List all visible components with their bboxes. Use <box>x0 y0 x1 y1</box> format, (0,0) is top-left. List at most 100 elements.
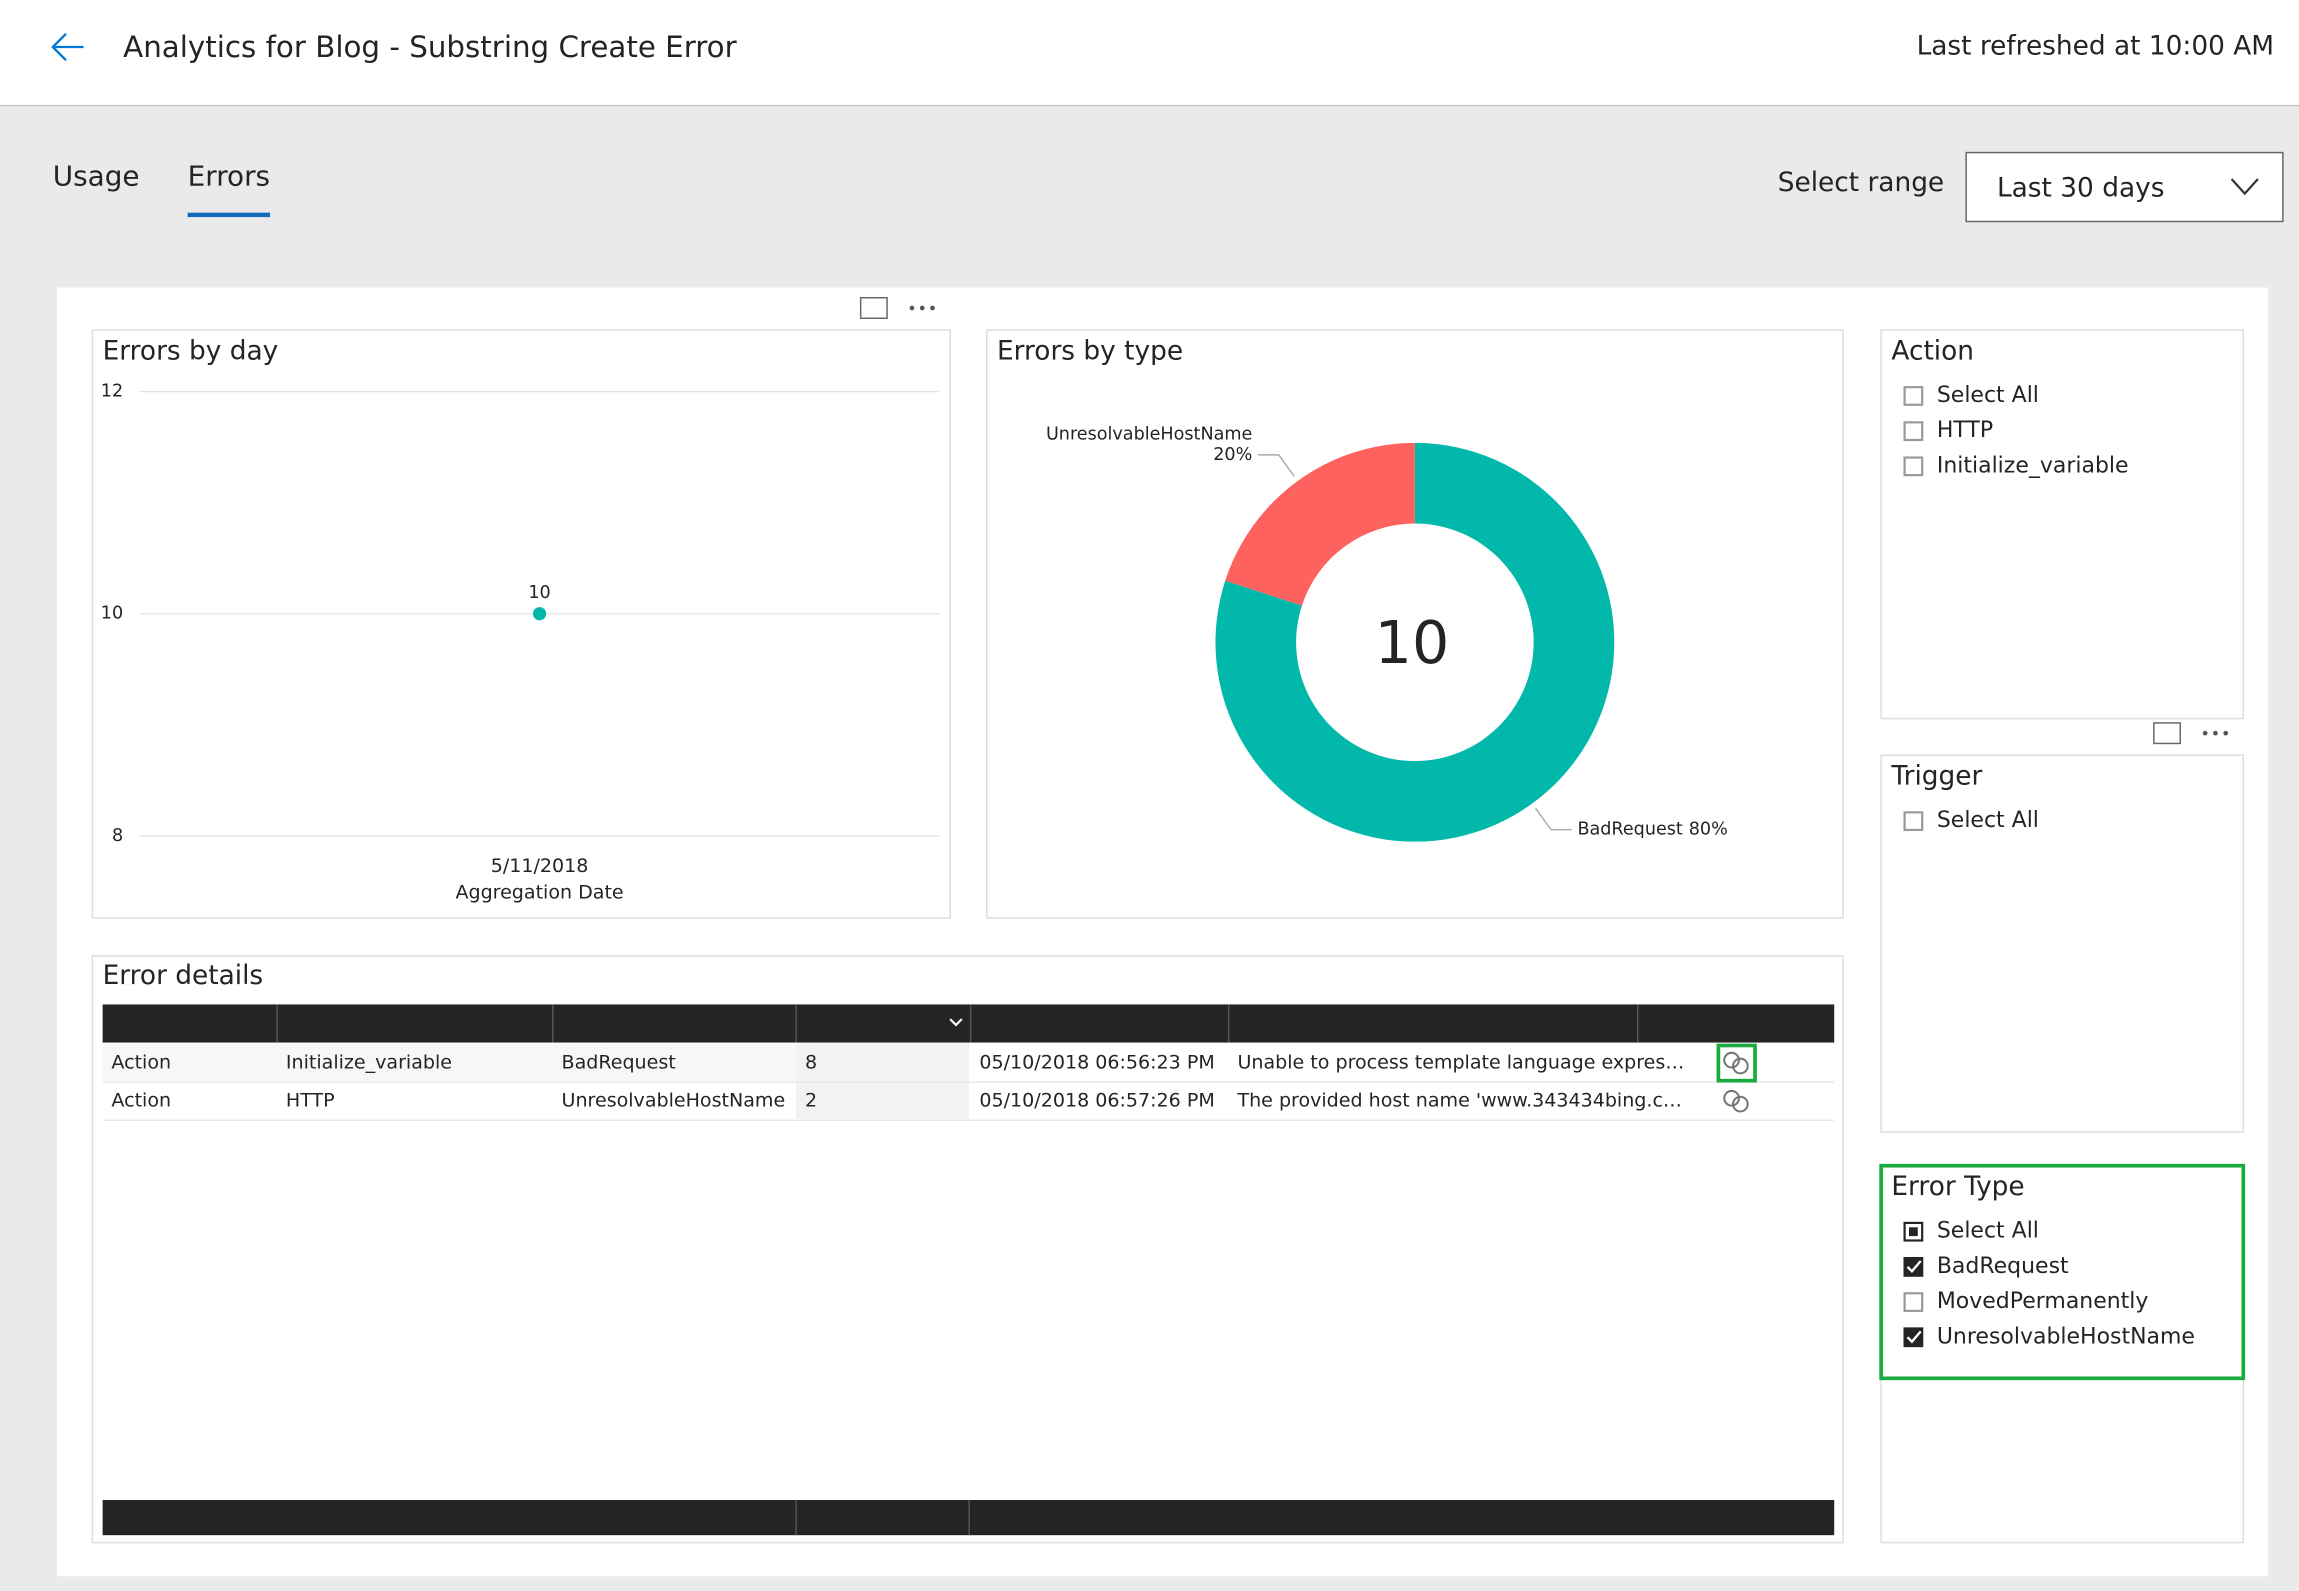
slicer-item[interactable]: BadRequest <box>1903 1254 2069 1279</box>
slicer-item[interactable]: UnresolvableHostName <box>1903 1324 2195 1349</box>
link-ring <box>1723 1089 1740 1107</box>
slicer-panel <box>1880 1164 2245 1544</box>
slicer-label: Select All <box>1937 1219 2039 1244</box>
row-highlight <box>102 1044 797 1081</box>
leader-line <box>1534 807 1572 831</box>
donut-total: 10 <box>1375 609 1450 677</box>
chart-title: Errors by day <box>103 336 279 366</box>
slicer-item[interactable]: MovedPermanently <box>1903 1289 2149 1314</box>
y-tick-label: 10 <box>101 604 123 624</box>
data-point <box>532 607 547 621</box>
table-cell: Initialize_variable <box>286 1052 452 1074</box>
range-label: Select range <box>1778 168 1944 198</box>
donut-slice <box>1215 442 1615 842</box>
slicer-label: Select All <box>1937 808 2039 833</box>
table-cell: HTTP <box>286 1090 335 1112</box>
slicer-item[interactable]: Select All <box>1903 1219 2039 1244</box>
table-cell: 05/10/2018 06:56:23 PM <box>979 1052 1214 1074</box>
slicer-panel <box>1880 754 2245 1133</box>
page-title: Analytics for Blog - Substring Create Er… <box>123 30 737 64</box>
sort-icon[interactable] <box>949 1018 963 1027</box>
detail-link[interactable] <box>1723 1051 1749 1075</box>
donut-slice <box>1225 442 1415 606</box>
range-dropdown[interactable]: Last 30 days <box>1965 151 2284 223</box>
column-header[interactable]: Error Source <box>111 1010 247 1035</box>
highlight-box <box>1716 1043 1757 1083</box>
slice-value: 80% <box>1689 820 1728 840</box>
slicer-label: Initialize_variable <box>1937 453 2129 478</box>
highlight-box <box>1879 1163 2246 1381</box>
total-value: 10 <box>805 1508 833 1533</box>
range-value: Last 30 days <box>1997 174 2165 204</box>
column-header[interactable]: Error Count <box>805 1010 931 1035</box>
column-header[interactable]: Error Status Code <box>562 1010 756 1035</box>
content: Usage Errors Errors by day 8 10 12 10 5/11/2018… <box>53 159 2246 1544</box>
visual-controls[interactable] <box>859 296 2181 745</box>
checkmark <box>1906 1260 1922 1274</box>
count-column-bg <box>796 1042 970 1119</box>
column-header[interactable]: Last Error Message <box>1237 1010 1447 1035</box>
slicer-title: Error Type <box>1891 1172 2024 1202</box>
x-axis-title: Aggregation Date <box>455 882 623 904</box>
slice-value: 20% <box>1213 445 1252 465</box>
table-cell: Action <box>111 1052 171 1074</box>
checkbox-fill <box>1904 1328 1923 1347</box>
slicer-item[interactable]: Select All <box>1903 383 2039 408</box>
checkmark <box>1906 1330 1922 1344</box>
checkbox <box>1903 421 1924 442</box>
leader-line <box>1258 454 1295 477</box>
y-tick-label: 8 <box>112 826 123 846</box>
slicer-label: MovedPermanently <box>1937 1289 2149 1314</box>
slicer-title: Action <box>1891 336 1974 366</box>
slicer-label: HTTP <box>1937 418 1993 443</box>
checkbox <box>1903 386 1924 406</box>
checkbox <box>1903 811 1924 832</box>
slicer-label: UnresolvableHostName <box>1937 1324 2195 1349</box>
table-cell: Unable to process template language expr… <box>1237 1052 1684 1074</box>
tab[interactable]: Usage <box>53 159 140 192</box>
slice-category: BadRequest <box>1577 820 1682 840</box>
table-cell: BadRequest <box>562 1052 677 1074</box>
data-label: 10 <box>528 583 550 603</box>
more-dots[interactable] <box>909 305 2229 736</box>
table-cell: 2 <box>805 1090 817 1112</box>
refresh-time: Last refreshed at 10:00 AM <box>1917 32 2274 62</box>
column-header[interactable]: Action or Trigger Name <box>286 1010 539 1035</box>
slice-category: UnresolvableHostName <box>1046 424 1252 444</box>
checkbox-fill <box>1904 1258 1923 1276</box>
slicer-panel <box>1880 329 2245 720</box>
table-cell: The provided host name 'www.343434bing.c… <box>1236 1090 1682 1112</box>
checkbox-partial <box>1908 1227 1918 1237</box>
table-cell: UnresolvableHostName <box>562 1090 786 1112</box>
line-panel <box>91 329 951 919</box>
slicer-title: Trigger <box>1890 762 1982 792</box>
back-button[interactable] <box>51 32 84 62</box>
column-header[interactable]: Last Error Detail <box>1647 1010 1825 1035</box>
slicer-label: Select All <box>1937 383 2039 408</box>
table-cell: 05/10/2018 06:57:26 PM <box>979 1090 1214 1112</box>
link-ring <box>1732 1057 1749 1075</box>
chart-title: Errors by type <box>997 336 1183 366</box>
tab-underline <box>187 212 271 218</box>
detail-link[interactable] <box>1723 1089 1749 1113</box>
slicer-item[interactable]: HTTP <box>1903 418 1994 443</box>
table-title: Error details <box>103 961 264 991</box>
y-tick-label: 12 <box>101 382 123 402</box>
slice-label: BadRequest 80% <box>1577 820 1727 840</box>
x-tick-label: 5/11/2018 <box>491 855 589 877</box>
checkbox <box>1903 456 1924 477</box>
checkbox <box>1903 1292 1924 1312</box>
slicer-item[interactable]: Select All <box>1903 808 2039 833</box>
tab[interactable]: Errors <box>188 159 270 192</box>
slicer-item[interactable]: Initialize_variable <box>1903 453 2129 478</box>
table-cell: Action <box>111 1090 171 1112</box>
link-ring <box>1732 1095 1749 1113</box>
table-cell: 8 <box>805 1052 817 1074</box>
header-bar <box>0 0 2299 106</box>
column-header[interactable]: Last Error Occurrence <box>979 1010 1218 1035</box>
link-ring <box>1723 1051 1740 1069</box>
slicer-label: BadRequest <box>1937 1254 2069 1279</box>
